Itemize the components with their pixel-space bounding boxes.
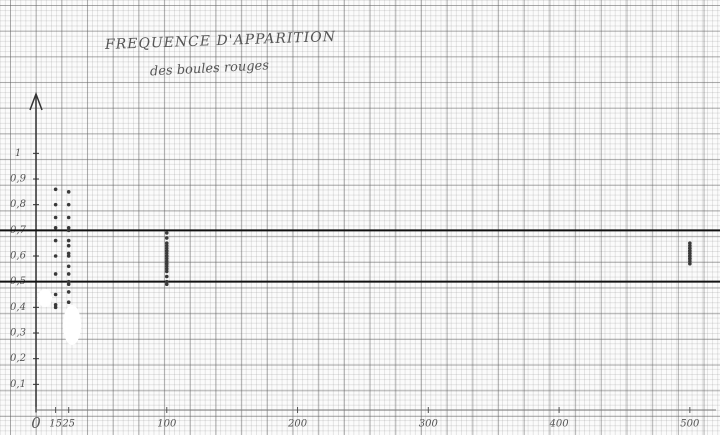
point — [66, 228, 71, 233]
point — [164, 243, 169, 248]
point — [66, 251, 71, 256]
point — [53, 238, 58, 243]
point — [688, 259, 692, 263]
point — [66, 225, 71, 230]
x-tick-label: 300 — [419, 419, 439, 430]
point — [164, 282, 169, 287]
y-tick-label: 1 — [15, 148, 21, 159]
point — [688, 243, 692, 248]
point — [164, 251, 169, 256]
point — [688, 241, 692, 245]
point — [164, 231, 169, 235]
point — [688, 246, 692, 251]
point — [164, 267, 169, 271]
x-tick-label: 200 — [287, 419, 308, 430]
chart-subtitle: des boules rouges — [150, 58, 270, 79]
chart-title: FREQUENCE D'APPARITION — [104, 29, 337, 53]
point — [66, 264, 71, 269]
point — [164, 241, 169, 245]
point — [66, 243, 71, 248]
point — [66, 279, 71, 284]
smudge — [63, 305, 81, 345]
y-tick-label: 0,9 — [10, 174, 27, 185]
point — [53, 187, 58, 192]
y-tick-label: 0,1 — [10, 379, 26, 390]
point — [53, 292, 58, 297]
point — [164, 236, 169, 240]
y-tick-label: 0,2 — [10, 353, 26, 364]
point — [164, 269, 169, 274]
x-tick-label: 25 — [61, 419, 75, 430]
point — [164, 261, 169, 266]
point — [66, 272, 71, 276]
y-tick-label: 0,3 — [10, 328, 26, 339]
point — [164, 254, 169, 258]
point — [66, 290, 71, 294]
point — [164, 279, 169, 284]
point — [688, 254, 692, 258]
y-tick-label: 0,4 — [10, 302, 26, 313]
point — [53, 225, 58, 230]
point — [53, 272, 58, 276]
point — [66, 282, 71, 287]
point — [164, 259, 169, 263]
point — [164, 264, 169, 269]
y-axis-arrow — [29, 91, 43, 111]
point — [53, 215, 58, 220]
x-tick-label: 15 — [49, 419, 62, 430]
point — [53, 202, 58, 207]
point — [66, 300, 71, 305]
point — [688, 251, 692, 256]
point — [164, 256, 169, 261]
point — [66, 238, 71, 243]
point — [164, 249, 169, 253]
point — [66, 202, 71, 207]
point — [53, 254, 58, 258]
point — [688, 261, 692, 266]
y-tick-label: 0,8 — [10, 199, 26, 210]
point — [53, 302, 58, 307]
x-tick-label: 500 — [680, 419, 700, 430]
point — [66, 190, 71, 194]
x-tick-label: 0 — [31, 414, 41, 432]
point — [688, 256, 692, 261]
point — [53, 305, 58, 310]
point — [66, 215, 71, 220]
x-tick-label: 400 — [549, 419, 570, 430]
x-tick-label: 100 — [157, 419, 177, 430]
point — [164, 246, 169, 251]
point — [164, 274, 169, 279]
point — [66, 254, 71, 258]
point — [688, 249, 692, 253]
y-tick-label: 0,6 — [10, 251, 27, 262]
smudge — [38, 289, 52, 307]
